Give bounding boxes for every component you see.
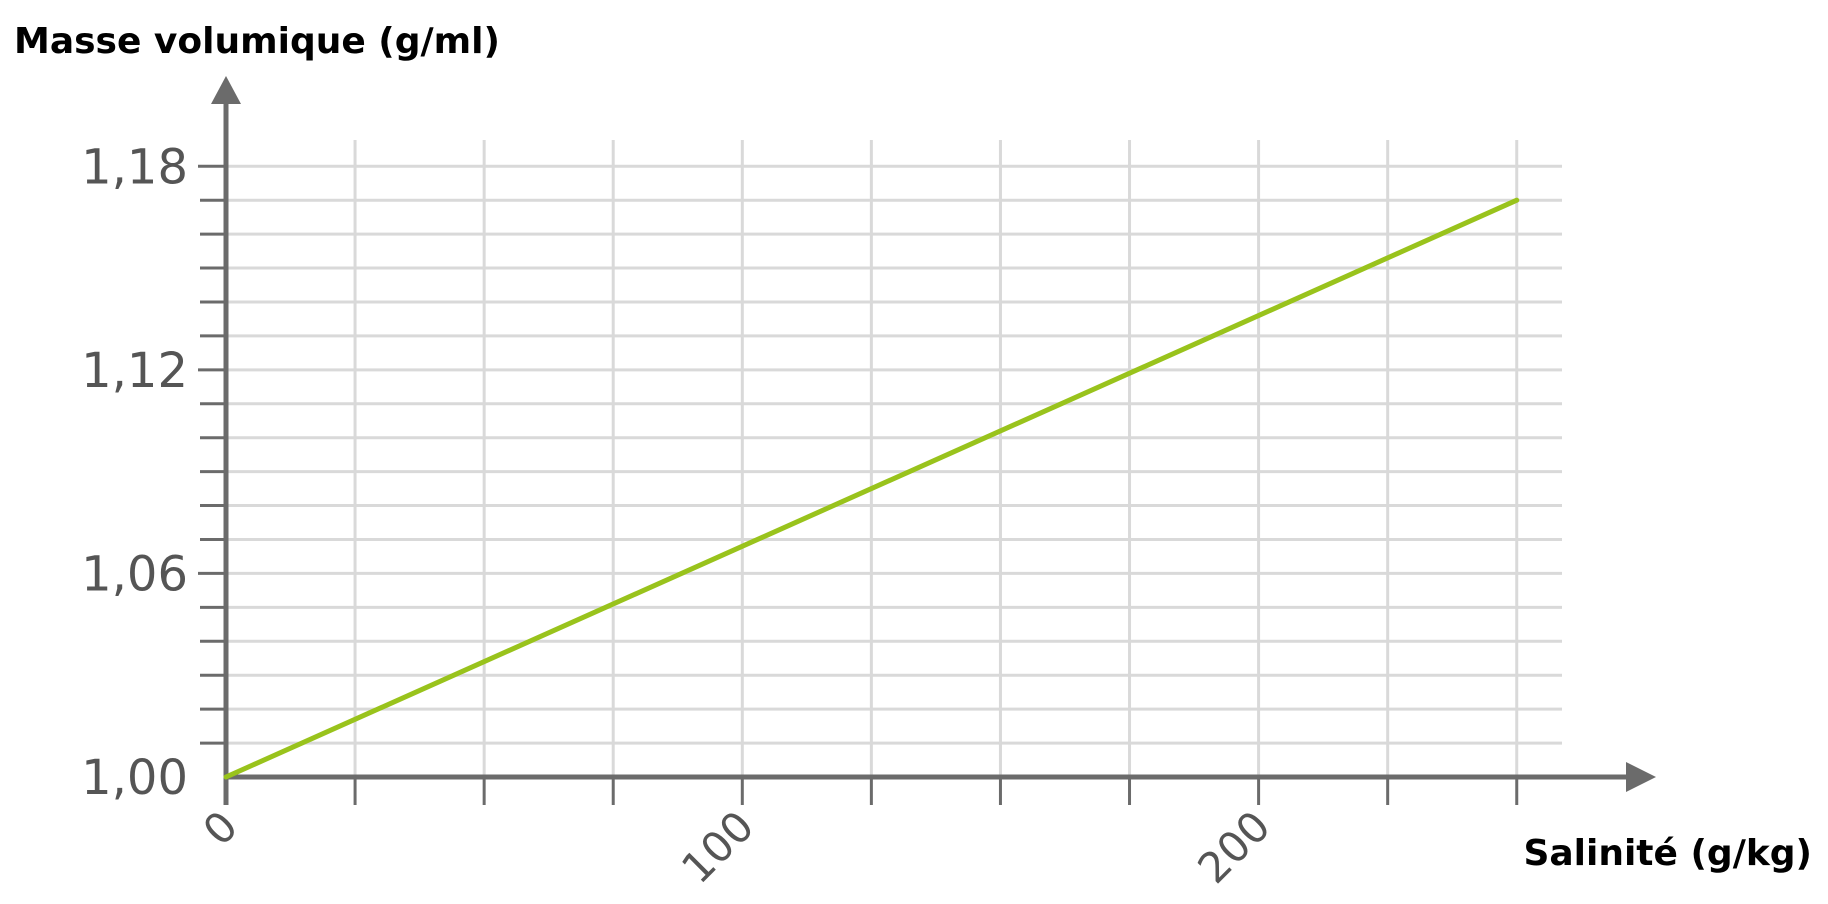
y-axis-title: Masse volumique (g/ml)	[14, 21, 500, 62]
grid	[226, 140, 1562, 777]
axes	[198, 76, 1656, 805]
x-axis-title: Salinité (g/kg)	[1523, 833, 1812, 874]
x-axis-arrow	[1626, 762, 1656, 792]
y-tick-label: 1,00	[81, 750, 188, 806]
x-tick-label: 0	[194, 801, 248, 855]
x-tick-label: 200	[1188, 801, 1279, 892]
y-tick-label: 1,06	[81, 546, 188, 602]
y-axis-arrow	[211, 76, 241, 104]
tick-labels: 1,00 1,06 1,12 1,18 0 100 200	[81, 139, 1280, 893]
y-tick-label: 1,12	[81, 343, 188, 399]
y-tick-label: 1,18	[81, 139, 188, 195]
series-line	[223, 197, 1520, 780]
series-group	[223, 197, 1520, 780]
x-tick-label: 100	[672, 801, 763, 892]
